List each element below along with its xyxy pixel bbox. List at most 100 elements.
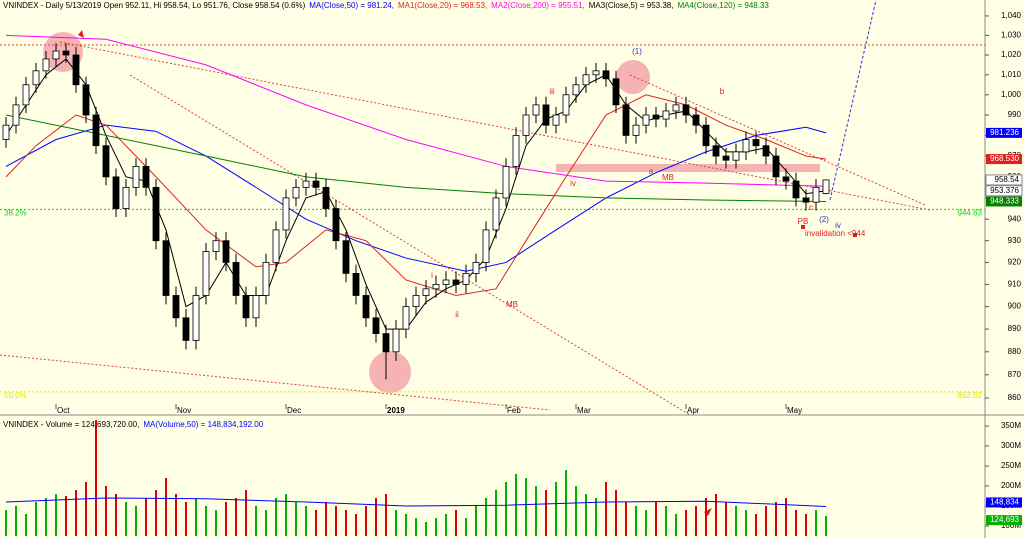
- volume-bar: [485, 498, 487, 536]
- volume-bar: [45, 498, 47, 536]
- annotation: b: [720, 87, 725, 96]
- candle-body: [802, 197, 810, 203]
- volume-bar: [635, 506, 637, 536]
- highlight-circle: [616, 60, 650, 94]
- y-tick-label: 100M: [1001, 521, 1021, 530]
- candle-body: [572, 84, 580, 96]
- annotation: MB: [662, 173, 674, 182]
- candle-body: [722, 155, 730, 161]
- candle-body: [542, 104, 550, 126]
- volume-bar: [675, 514, 677, 536]
- candle-body: [72, 54, 80, 86]
- candle-body: [172, 295, 180, 319]
- legend-entry: MA2(Close,200) = 955.51,: [491, 1, 585, 10]
- volume-bar: [85, 482, 87, 536]
- volume-bar: [795, 510, 797, 536]
- candle-body: [372, 317, 380, 335]
- candle-body: [262, 262, 270, 296]
- candle-body: [442, 279, 450, 285]
- candle-body: [492, 197, 500, 231]
- candle-body: [772, 155, 780, 178]
- candle-body: [252, 295, 260, 319]
- axis-tag-bg: [986, 127, 1022, 138]
- volume-bar: [345, 510, 347, 536]
- volume-bar: [605, 482, 607, 536]
- candle-body: [102, 145, 110, 178]
- candle-body: [132, 166, 140, 188]
- volume-bar: [265, 510, 267, 536]
- x-tick-label: Nov: [177, 406, 191, 415]
- volume-bar: [175, 494, 177, 536]
- y-tick-label: 1,020: [1001, 50, 1022, 59]
- legend-entry: MA(Close,50) = 981.24,: [309, 1, 394, 10]
- volume-bar: [815, 510, 817, 536]
- volume-bar: [335, 506, 337, 536]
- candle-body: [192, 295, 200, 341]
- candle-body: [12, 104, 20, 126]
- candle-body: [702, 124, 710, 147]
- marker: [853, 233, 857, 237]
- ma-line: [5, 114, 827, 202]
- y-tick-label: 910: [1008, 280, 1022, 289]
- volume-bar: [75, 490, 77, 536]
- candle-body: [362, 295, 370, 319]
- axis-tag-bg: [985, 185, 1023, 197]
- y-tick-label: 350M: [1001, 421, 1021, 430]
- ma-line: [5, 497, 827, 507]
- candle-body: [752, 139, 760, 147]
- axis-tag: 948.333: [990, 197, 1019, 206]
- axis-tag-bg: [986, 154, 1022, 165]
- annotation: (2): [819, 215, 829, 224]
- candle-body: [342, 240, 350, 274]
- level-value: 862.62: [958, 391, 983, 400]
- level-label: 38.2%: [4, 208, 27, 217]
- y-tick-label: 940: [1008, 214, 1022, 223]
- volume-bar: [425, 522, 427, 536]
- volume-bar: [775, 502, 777, 536]
- x-tick-label: May: [787, 406, 802, 415]
- annotation: ii: [455, 310, 459, 319]
- candle-body: [662, 110, 670, 120]
- volume-bar: [15, 506, 17, 536]
- annotation: iv: [835, 221, 841, 230]
- volume-bar: [375, 498, 377, 536]
- volume-bar: [415, 518, 417, 536]
- candle-body: [762, 145, 770, 157]
- volume-bar: [305, 506, 307, 536]
- legend-entry: MA4(Close,120) = 948.33: [677, 1, 769, 10]
- annotation: invalidation <944: [805, 229, 866, 238]
- y-tick-label: 990: [1008, 110, 1022, 119]
- volume-bar: [135, 506, 137, 536]
- candle-body: [652, 114, 660, 120]
- candle-body: [402, 306, 410, 330]
- volume-header: VNINDEX - Volume = 124,693,720.00, MA(Vol…: [3, 420, 264, 429]
- volume-bar: [575, 486, 577, 536]
- legend-entry: MA(Volume,50) = 148,834,192.00: [143, 420, 263, 429]
- header-title: VNINDEX - Daily 5/13/2019 Open 952.11, H…: [3, 1, 306, 10]
- candle-body: [432, 284, 440, 290]
- volume-bar: [25, 514, 27, 536]
- volume-bar: [505, 482, 507, 536]
- x-tick-label: Dec: [287, 406, 301, 415]
- axis-tag-bg: [985, 174, 1023, 186]
- volume-bar: [255, 506, 257, 536]
- arrow: [78, 30, 84, 38]
- candle-body: [562, 94, 570, 116]
- volume-bar: [245, 490, 247, 536]
- candle-body: [692, 114, 700, 126]
- candle-body: [152, 186, 160, 242]
- volume-bar: [195, 498, 197, 536]
- candle-body: [632, 124, 640, 136]
- volume-bar: [475, 506, 477, 536]
- annotation: i: [431, 271, 433, 280]
- trend-line: [129, 74, 691, 416]
- candle-body: [292, 186, 300, 199]
- y-tick-label: 1,030: [1001, 30, 1022, 39]
- candle-body: [582, 74, 590, 86]
- annotation: a: [649, 167, 654, 176]
- volume-bar: [205, 506, 207, 536]
- volume-bar: [325, 502, 327, 536]
- volume-bar: [165, 478, 167, 536]
